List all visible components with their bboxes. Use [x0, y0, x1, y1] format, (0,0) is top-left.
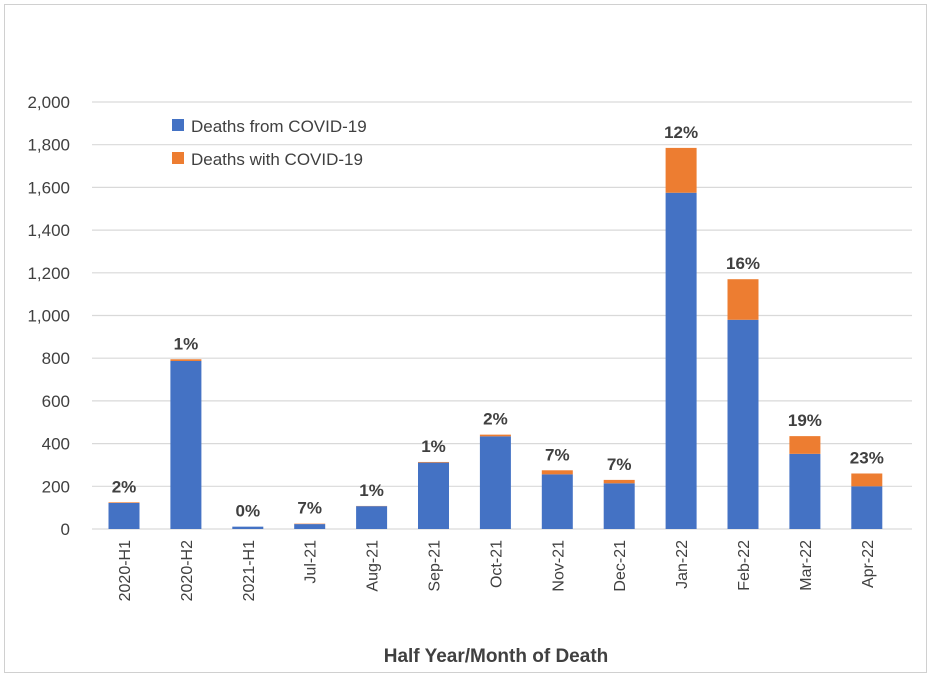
data-label: 1%	[421, 437, 446, 456]
y-tick-label: 1,600	[27, 178, 70, 197]
bar-deaths-from	[170, 360, 202, 529]
data-label: 12%	[664, 123, 698, 142]
y-tick-label: 800	[42, 349, 70, 368]
y-tick-label: 2,000	[27, 93, 70, 112]
y-tick-label: 1,800	[27, 136, 70, 155]
x-tick-label: 2021-H1	[241, 540, 258, 601]
data-label: 1%	[174, 334, 199, 353]
bar-deaths-from	[851, 486, 883, 529]
x-tick-label: 2020-H1	[117, 540, 134, 601]
y-tick-label: 400	[42, 435, 70, 454]
x-tick-label: Feb-22	[736, 540, 753, 591]
x-tick-label: Nov-21	[550, 540, 567, 592]
bar-deaths-from	[108, 502, 140, 529]
data-label: 2%	[483, 410, 508, 429]
bar-deaths-from	[603, 483, 635, 529]
x-tick-label: Oct-21	[488, 540, 505, 588]
bar-deaths-with	[665, 147, 697, 193]
bar-deaths-with	[603, 479, 635, 484]
bar-deaths-with	[479, 434, 511, 437]
legend-swatch-with	[172, 152, 184, 164]
x-tick-label: Dec-21	[612, 540, 629, 592]
x-tick-label: Aug-21	[365, 540, 382, 592]
bar-deaths-from	[356, 506, 388, 529]
legend-swatch-from	[172, 119, 184, 131]
bar-deaths-from	[727, 319, 759, 529]
bar-deaths-from	[232, 526, 264, 529]
x-tick-label: Apr-22	[860, 540, 877, 588]
chart-frame	[4, 4, 927, 673]
data-label: 19%	[788, 411, 822, 430]
data-label: 16%	[726, 254, 760, 273]
bar-deaths-with	[170, 359, 202, 361]
bar-deaths-from	[665, 192, 697, 530]
x-tick-label: Sep-21	[427, 540, 444, 592]
y-tick-label: 600	[42, 392, 70, 411]
x-tick-label: 2020-H2	[179, 540, 196, 601]
legend-label-with: Deaths with COVID-19	[191, 150, 363, 169]
bar-deaths-with	[727, 279, 759, 320]
x-tick-label: Jan-22	[674, 540, 691, 589]
bar-deaths-with	[851, 473, 883, 487]
x-tick-label: Jul-21	[303, 540, 320, 584]
y-tick-label: 1,400	[27, 221, 70, 240]
y-tick-label: 0	[61, 520, 70, 539]
x-axis-title: Half Year/Month of Death	[384, 646, 609, 667]
data-label: 7%	[545, 445, 570, 464]
data-label: 1%	[359, 481, 384, 500]
bar-deaths-with	[108, 502, 140, 503]
bar-deaths-with	[418, 461, 449, 463]
bar-deaths-from	[541, 474, 573, 529]
data-label: 0%	[236, 502, 261, 521]
data-label: 7%	[607, 455, 632, 474]
data-label: 7%	[297, 499, 322, 518]
data-label: 23%	[850, 448, 884, 467]
legend-label-from: Deaths from COVID-19	[191, 117, 367, 136]
bar-deaths-with	[789, 436, 821, 454]
data-label: 2%	[112, 477, 137, 496]
bar-deaths-from	[789, 453, 821, 529]
x-tick-label: Mar-22	[798, 540, 815, 591]
bar-deaths-from	[479, 436, 511, 529]
y-tick-label: 1,000	[27, 307, 70, 326]
bar-deaths-with	[541, 470, 573, 475]
y-tick-label: 200	[42, 477, 70, 496]
bar-deaths-from	[294, 524, 326, 529]
bar-deaths-from	[418, 462, 449, 529]
y-tick-label: 1,200	[27, 264, 70, 283]
